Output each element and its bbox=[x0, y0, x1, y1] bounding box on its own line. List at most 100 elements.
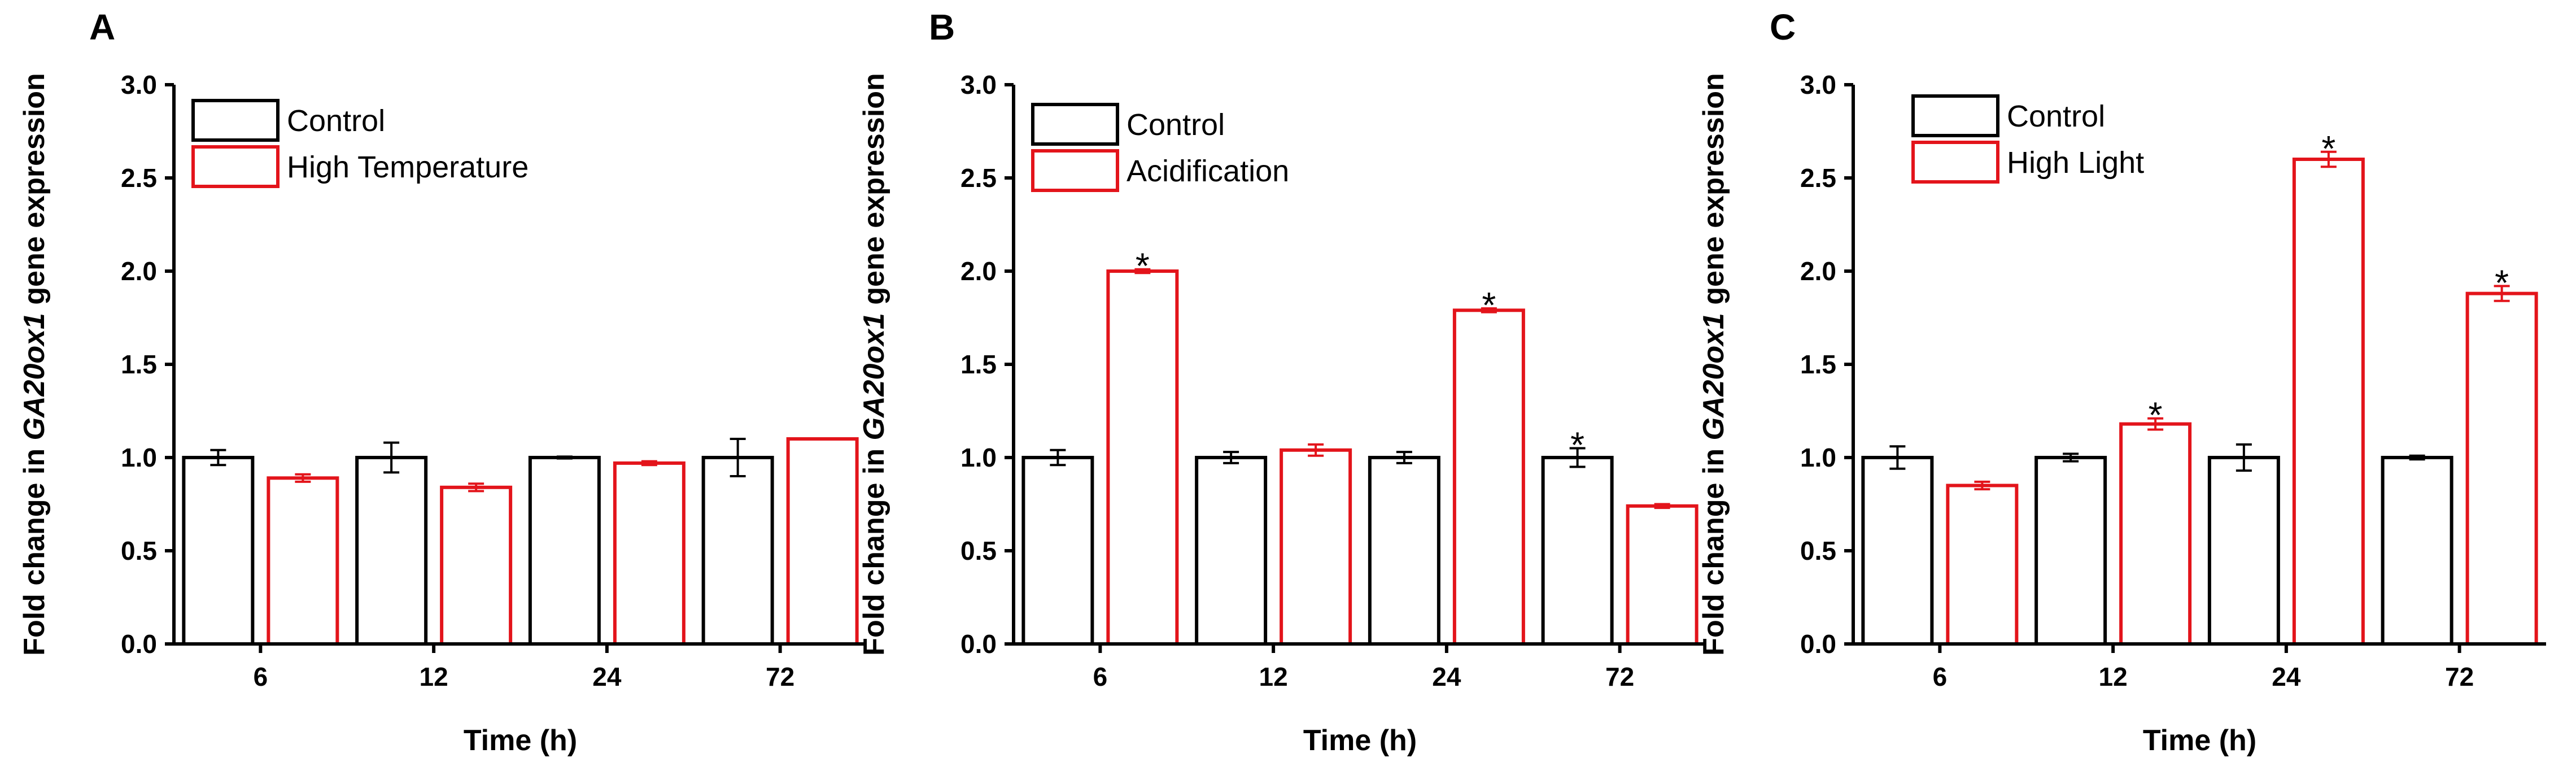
panel-letter: A bbox=[89, 7, 115, 47]
legend: Control High Light bbox=[1911, 94, 2144, 184]
x-axis-title: Time (h) bbox=[464, 724, 577, 757]
significance-star: * bbox=[2321, 128, 2335, 169]
x-tick-label: 24 bbox=[1432, 662, 1461, 691]
bar-control-12 bbox=[1195, 456, 1268, 646]
error-bar-treatment-12 bbox=[1308, 443, 1324, 457]
y-axis-title: Fold change in GA20ox1 gene expression bbox=[1697, 73, 1730, 656]
legend-swatch-treatment bbox=[1031, 149, 1119, 192]
x-tick-label: 72 bbox=[2445, 662, 2474, 691]
y-axis-title: Fold change in GA20ox1 gene expression bbox=[858, 73, 890, 656]
error-bar-control-72 bbox=[1569, 447, 1586, 468]
bar-control-12 bbox=[355, 456, 428, 646]
significance-star: * bbox=[1136, 246, 1150, 286]
bar-control-24 bbox=[2207, 456, 2280, 646]
bar-treatment-72 bbox=[786, 437, 859, 646]
y-tick-label: 1.0 bbox=[960, 443, 997, 472]
y-tick-label: 1.0 bbox=[121, 443, 157, 472]
legend-swatch-treatment bbox=[191, 145, 280, 188]
y-tick-label: 0.5 bbox=[1800, 536, 1836, 565]
error-bar-treatment-24 bbox=[641, 460, 657, 467]
chart-panel-c: C Fold change in GA20ox1 gene expression 0… bbox=[1697, 7, 2546, 757]
y-axis-title-suffix: gene expression bbox=[1697, 73, 1730, 313]
significance-star: * bbox=[1482, 285, 1496, 325]
significance-star: * bbox=[2495, 262, 2509, 303]
y-tick-label: 1.5 bbox=[960, 350, 997, 379]
y-axis-title-gene: GA20ox1 bbox=[858, 313, 890, 440]
y-tick-label: 0.0 bbox=[1800, 629, 1836, 659]
legend-swatch-control bbox=[1911, 94, 1999, 137]
x-tick-label: 24 bbox=[592, 662, 622, 691]
bar-treatment-24 bbox=[613, 461, 686, 646]
bar-control-24 bbox=[1368, 456, 1440, 646]
y-axis-title-suffix: gene expression bbox=[858, 73, 890, 313]
error-bar-treatment-72 bbox=[1654, 503, 1670, 510]
legend-label-treatment: High Temperature bbox=[287, 150, 529, 184]
error-bar-treatment-12 bbox=[468, 482, 484, 493]
y-axis-title-prefix: Fold change in bbox=[858, 440, 890, 655]
panel-letter: B bbox=[929, 7, 955, 47]
bar-treatment-72 bbox=[1626, 504, 1699, 646]
bar-treatment-12 bbox=[440, 485, 513, 646]
error-bar-control-72 bbox=[730, 438, 746, 477]
x-tick-label: 12 bbox=[420, 662, 448, 691]
bar-treatment-6 bbox=[1106, 269, 1179, 646]
error-bar-treatment-6 bbox=[1134, 268, 1151, 275]
bar-treatment-12 bbox=[1280, 448, 1352, 646]
x-axis-title: Time (h) bbox=[1303, 724, 1417, 757]
panel-letter: C bbox=[1770, 7, 1796, 47]
y-axis-title-prefix: Fold change in bbox=[1697, 440, 1730, 655]
x-tick-label: 72 bbox=[1605, 662, 1634, 691]
bar-control-6 bbox=[1021, 456, 1094, 646]
y-tick-label: 2.0 bbox=[960, 256, 997, 286]
bar-control-72 bbox=[1541, 456, 1614, 646]
x-tick-label: 72 bbox=[766, 662, 794, 691]
x-tick-label: 12 bbox=[2099, 662, 2128, 691]
bar-control-12 bbox=[2034, 456, 2107, 646]
y-tick-label: 2.0 bbox=[1800, 256, 1836, 286]
error-bar-control-12 bbox=[2063, 452, 2079, 463]
y-axis-title: Fold change in GA20ox1 gene expression bbox=[18, 73, 51, 656]
error-bar-treatment-6 bbox=[295, 473, 311, 483]
legend-label-control: Control bbox=[287, 104, 385, 138]
bar-treatment-72 bbox=[2465, 291, 2538, 646]
significance-star: * bbox=[2149, 395, 2163, 436]
error-bar-control-24 bbox=[2236, 443, 2252, 472]
legend-swatch-treatment bbox=[1911, 141, 1999, 184]
y-tick-label: 1.0 bbox=[1800, 443, 1836, 472]
error-bar-control-6 bbox=[1889, 445, 1906, 470]
bar-control-24 bbox=[528, 456, 601, 646]
legend-swatch-control bbox=[191, 99, 280, 142]
bar-treatment-6 bbox=[267, 476, 339, 646]
y-tick-label: 3.0 bbox=[121, 70, 157, 99]
legend: Control Acidification bbox=[1031, 103, 1289, 192]
error-bar-treatment-24 bbox=[1481, 307, 1497, 313]
error-bar-treatment-24 bbox=[2320, 150, 2337, 168]
legend-label-control: Control bbox=[2007, 99, 2105, 133]
chart-panel-a: A Fold change in GA20ox1 gene expression 0… bbox=[18, 7, 867, 757]
significance-star: * bbox=[1570, 425, 1584, 465]
bar-treatment-6 bbox=[1946, 484, 2019, 646]
y-tick-label: 3.0 bbox=[1800, 70, 1836, 99]
chart-panel-b: B Fold change in GA20ox1 gene expression 0… bbox=[858, 7, 1706, 757]
legend-swatch-control bbox=[1031, 103, 1119, 146]
y-tick-label: 0.5 bbox=[960, 536, 997, 565]
y-axis-title-gene: GA20ox1 bbox=[1697, 313, 1730, 440]
y-axis-title-gene: GA20ox1 bbox=[18, 313, 51, 440]
bar-control-72 bbox=[701, 456, 774, 646]
legend: Control High Temperature bbox=[191, 99, 529, 188]
x-tick-label: 6 bbox=[254, 662, 268, 691]
bar-control-6 bbox=[182, 456, 255, 646]
bar-control-6 bbox=[1861, 456, 1934, 646]
y-tick-label: 2.5 bbox=[960, 163, 997, 193]
error-bar-control-24 bbox=[1396, 451, 1412, 464]
y-tick-label: 3.0 bbox=[960, 70, 997, 99]
bar-treatment-24 bbox=[2292, 158, 2365, 646]
y-tick-label: 1.5 bbox=[121, 350, 157, 379]
bar-control-72 bbox=[2381, 456, 2453, 646]
bar-treatment-24 bbox=[1452, 308, 1525, 646]
y-tick-label: 0.5 bbox=[121, 536, 157, 565]
y-tick-label: 2.0 bbox=[121, 256, 157, 286]
error-bar-control-12 bbox=[383, 441, 400, 474]
y-tick-label: 0.0 bbox=[121, 629, 157, 659]
